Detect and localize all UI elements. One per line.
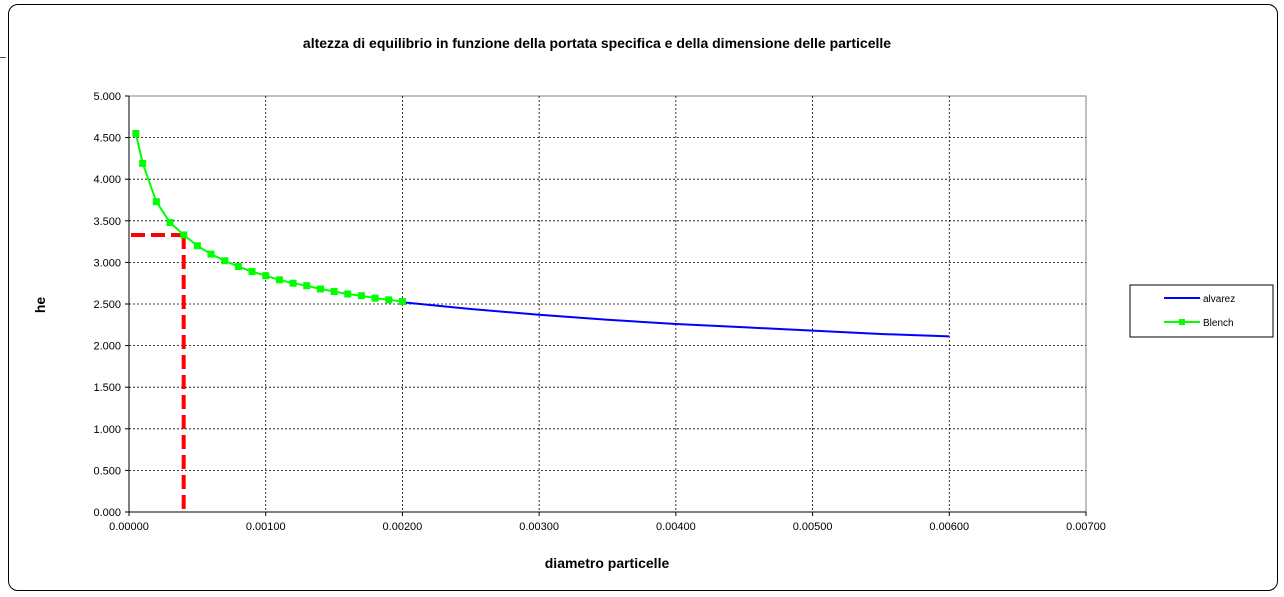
chart-title: altezza di equilibrio in funzione della … <box>303 35 891 51</box>
x-tick-label: 0.00200 <box>383 521 423 533</box>
y-tick-label: 4.000 <box>93 174 121 186</box>
left-edge-mark <box>0 57 6 58</box>
series-lines <box>132 129 950 338</box>
x-tick-label: 0.00500 <box>793 521 833 533</box>
y-tick-label: 5.000 <box>93 91 121 103</box>
data-point-blench <box>357 292 365 300</box>
data-point-blench <box>303 282 311 290</box>
data-point-blench <box>166 218 174 226</box>
tick-labels: 0.000 0.500 1.000 1.500 2.000 2.500 3.000 3.500… <box>93 91 1105 533</box>
data-point-blench <box>207 250 215 258</box>
data-point-blench <box>152 198 160 206</box>
x-axis-label: diametro particelle <box>545 555 670 571</box>
data-point-blench <box>193 242 201 250</box>
x-tick-label: 0.00600 <box>929 521 969 533</box>
y-tick-label: 2.000 <box>93 341 121 353</box>
y-tick-label: 0.000 <box>93 507 121 519</box>
legend-box <box>1129 284 1274 338</box>
data-point-blench <box>262 272 270 280</box>
y-tick-label: 0.500 <box>93 465 121 477</box>
x-tick-label: 0.00100 <box>246 521 286 533</box>
legend-marker-blench <box>1179 319 1185 325</box>
x-tick-label: 0.00300 <box>519 521 559 533</box>
x-tick-label: 0.00400 <box>656 521 696 533</box>
data-point-blench <box>385 296 393 304</box>
x-tick-label: 0.00000 <box>109 521 149 533</box>
data-point-blench <box>234 263 242 271</box>
y-axis-label: he <box>32 297 48 314</box>
data-point-blench <box>316 285 324 293</box>
y-tick-label: 1.500 <box>93 382 121 394</box>
data-point-blench <box>330 288 338 296</box>
data-point-blench <box>139 159 147 167</box>
data-point-blench <box>398 298 406 306</box>
data-point-blench <box>371 294 379 302</box>
y-tick-label: 2.500 <box>93 299 121 311</box>
data-point-blench <box>248 268 256 276</box>
y-tick-label: 4.500 <box>93 133 121 145</box>
data-point-blench <box>221 257 229 265</box>
series-line-alvarez <box>402 301 950 338</box>
y-tick-label: 3.000 <box>93 257 121 269</box>
data-point-blench <box>289 279 297 287</box>
guide-lines <box>131 232 186 512</box>
y-tick-label: 1.000 <box>93 424 121 436</box>
data-point-blench <box>344 290 352 298</box>
y-tick-label: 3.500 <box>93 216 121 228</box>
data-point-blench <box>275 276 283 284</box>
x-tick-label: 0.00700 <box>1066 521 1106 533</box>
legend-label-blench: Blench <box>1203 318 1234 329</box>
legend-label-alvarez: alvarez <box>1203 294 1235 305</box>
data-point-blench <box>132 129 140 137</box>
legend: alvarez Blench <box>1129 284 1274 338</box>
data-point-blench <box>180 231 188 239</box>
